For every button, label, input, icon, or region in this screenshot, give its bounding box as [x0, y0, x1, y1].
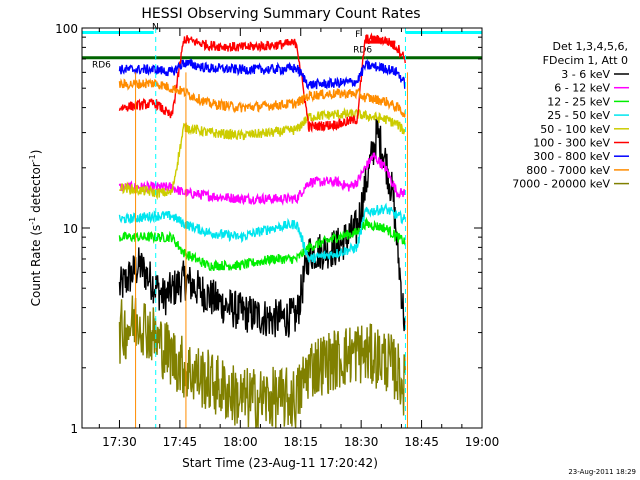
y-axis-label: Count Rate (s-1 detector-1) [28, 150, 43, 307]
plot-timestamp: 23-Aug-2011 18:29 [568, 468, 636, 476]
legend-label-3: 12 - 25 keV [547, 95, 610, 108]
legend-label-4: 25 - 50 keV [547, 109, 610, 122]
y-axis-label-end: ) [29, 150, 43, 155]
series-group [118, 32, 406, 429]
x-tick-label-3: 18:00 [223, 435, 258, 449]
series-line-8 [118, 77, 406, 118]
chart-title: HESSI Observing Summary Count Rates [141, 6, 420, 22]
series-line-4 [118, 202, 406, 264]
flag-label-4: F [355, 30, 360, 40]
y-tick-label-1: 1 [70, 422, 78, 436]
x-tick-label-1: 17:30 [102, 435, 137, 449]
y-tick-label-3: 100 [55, 22, 78, 36]
legend-label-7: 300 - 800 keV [533, 150, 610, 163]
series-line-9 [118, 295, 406, 429]
legend-label-5: 50 - 100 keV [540, 123, 610, 136]
axes: 17:30 17:45 18:00 18:15 18:30 18:45 19:00 1 10 10… [55, 22, 499, 449]
y-axis-label-sup2: -1 [28, 154, 37, 162]
y-axis-label-sup1: -1 [28, 217, 37, 225]
y-tick-label-2: 10 [63, 222, 78, 236]
legend-label-6: 100 - 300 keV [533, 137, 610, 150]
x-tick-label-2: 17:45 [163, 435, 198, 449]
flag-label-1: N [152, 22, 159, 32]
legend-label-1: 3 - 6 keV [561, 68, 610, 81]
series-line-1 [118, 118, 406, 338]
legend-label-8: 800 - 7000 keV [526, 164, 610, 177]
flag-label-3: RD6 [353, 46, 372, 56]
legend: Det 1,3,4,5,6, FDecim 1, Att 0 3 - 6 keV… [512, 40, 629, 191]
x-tick-label-7: 19:00 [465, 435, 500, 449]
legend-label-2: 6 - 12 keV [554, 82, 610, 95]
y-axis-label-main: Count Rate (s [29, 225, 43, 307]
x-tick-label-5: 18:30 [344, 435, 379, 449]
flag-label-2: RD6 [92, 61, 111, 71]
x-tick-label-4: 18:15 [283, 435, 318, 449]
y-axis-label-mid: detector [29, 162, 43, 217]
legend-label-9: 7000 - 20000 keV [512, 178, 610, 191]
legend-header-line-1: Det 1,3,4,5,6, [552, 40, 628, 53]
x-tick-label-6: 18:45 [404, 435, 439, 449]
legend-header-line-2: FDecim 1, Att 0 [543, 54, 628, 67]
series-line-2 [118, 151, 406, 207]
x-axis-label: Start Time (23-Aug-11 17:20:42) [182, 456, 378, 470]
series-line-6 [118, 32, 406, 133]
status-flags: N RD6 RD6 F [82, 22, 482, 71]
series-line-3 [118, 216, 406, 272]
attenuator-markers [135, 28, 408, 428]
series-line-7 [118, 58, 406, 91]
